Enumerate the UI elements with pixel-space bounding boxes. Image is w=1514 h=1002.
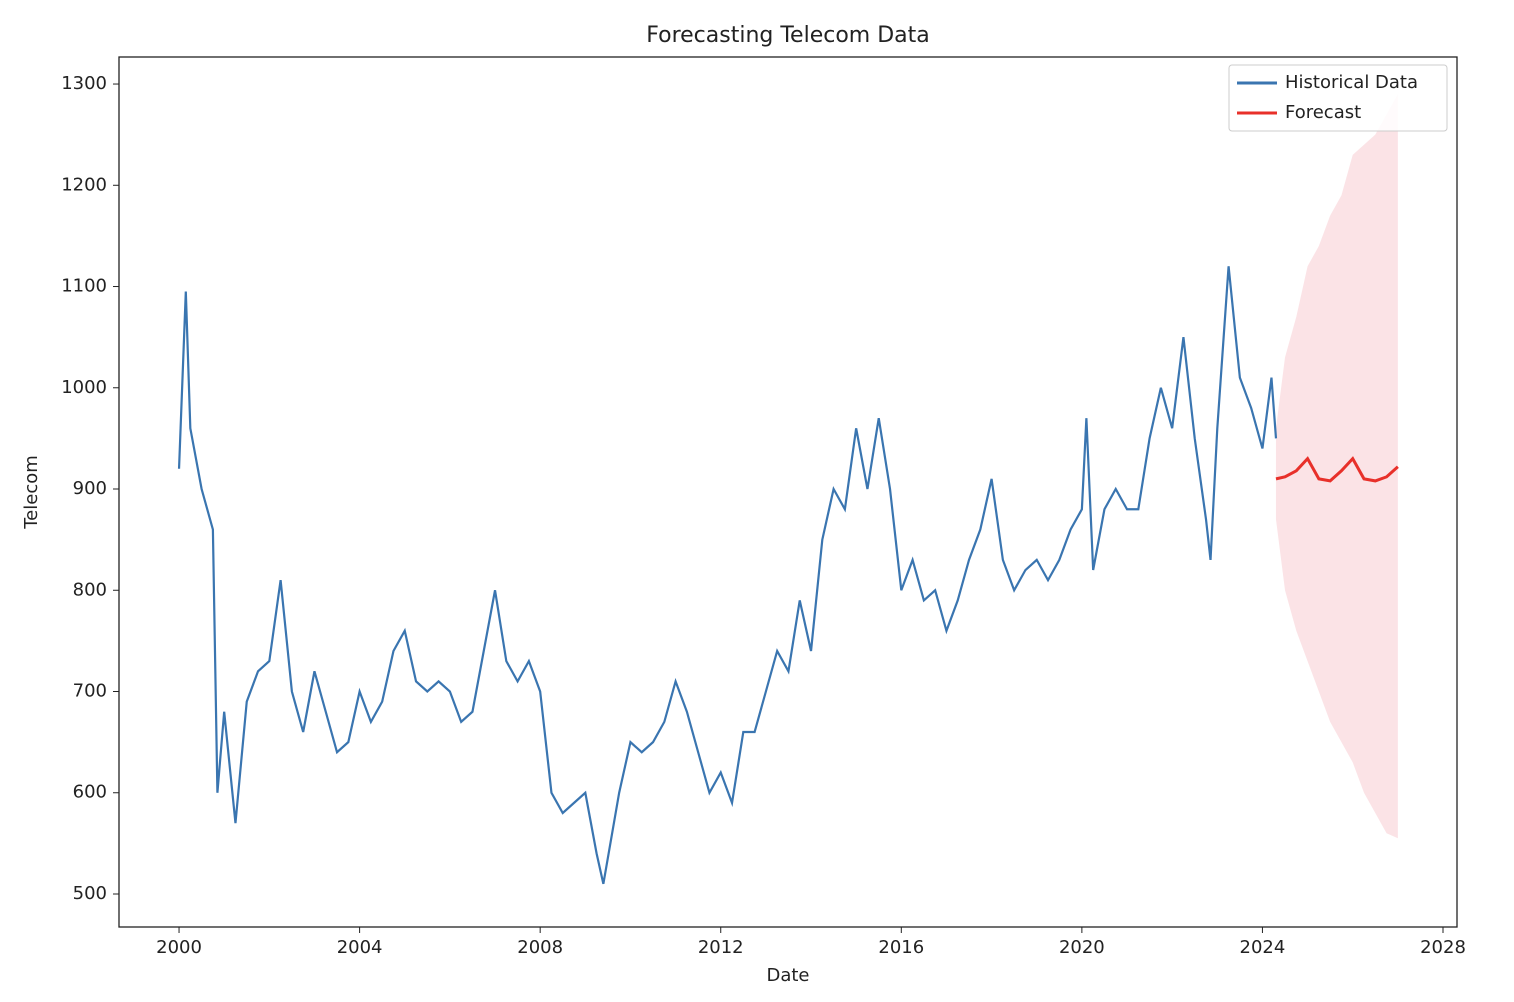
y-tick-label: 1100 [61, 276, 107, 297]
y-tick-label: 1200 [61, 174, 107, 195]
legend-label: Historical Data [1285, 72, 1418, 93]
chart-title: Forecasting Telecom Data [646, 23, 930, 48]
x-tick-label: 2008 [517, 937, 563, 958]
x-tick-label: 2012 [698, 937, 744, 958]
confidence-band [1275, 94, 1398, 839]
legend-box [1228, 64, 1448, 132]
x-tick-label: 2000 [156, 937, 202, 958]
data-line [177, 266, 1278, 885]
x-tick-label: 2016 [878, 937, 924, 958]
x-tick-label: 2004 [337, 937, 383, 958]
x-tick-label: 2024 [1240, 937, 1286, 958]
y-tick-label: 1000 [61, 377, 107, 398]
y-tick-label: 700 [73, 681, 107, 702]
legend-label: Forecast [1285, 102, 1361, 123]
plot-frame [118, 56, 1458, 928]
y-tick-label: 1300 [61, 73, 107, 94]
y-tick-label: 800 [73, 579, 107, 600]
x-axis-label: Date [766, 965, 809, 986]
x-tick-label: 2028 [1420, 937, 1466, 958]
x-tick-label: 2020 [1059, 937, 1105, 958]
y-axis-label: Telecom [21, 455, 42, 530]
data-line [1275, 456, 1399, 483]
y-tick-label: 500 [73, 883, 107, 904]
y-tick-label: 900 [73, 478, 107, 499]
y-tick-label: 600 [73, 782, 107, 803]
